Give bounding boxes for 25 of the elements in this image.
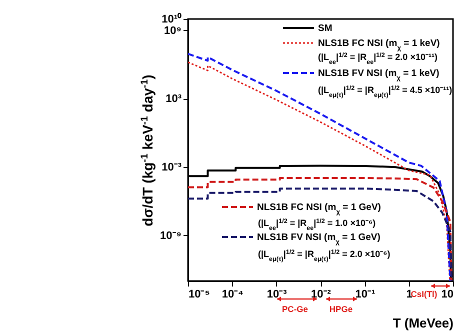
- y-tick-label: 10⁻³: [162, 162, 182, 174]
- y-tick-label: 10⁻⁹: [160, 230, 182, 242]
- legend-label: NLS1B FC NSI (m$_{χ}$ = 1 keV): [318, 38, 440, 52]
- y-tick-label: 10⁹: [164, 24, 182, 37]
- y-tick-label: 10¹⁰: [162, 12, 182, 26]
- text: HPGe: [329, 304, 353, 314]
- x-tick-label: 10: [441, 288, 454, 300]
- text: (|L$_{ee}$|$^{1/2}$ = |R$_{ee}$|$^{1/2}$ = 2.0 ×10⁻¹¹): [318, 52, 438, 66]
- legend-label: SM: [318, 23, 332, 34]
- text: (|L$_{eμ(τ)}$|$^{1/2}$ = |R$_{eμ(τ)}$|$^{1/2}$ = 4.5 ×10⁻¹¹): [318, 84, 452, 98]
- text: PC-Ge: [282, 304, 308, 314]
- x-tick-label: 1: [406, 288, 412, 300]
- legend-label: NLS1B FV NSI (m$_{χ}$ = 1 GeV): [257, 232, 380, 246]
- text: CsI(Tl): [410, 289, 438, 299]
- legend-label: NLS1B FC NSI (m$_{χ}$ = 1 GeV): [257, 202, 381, 216]
- text: (|L$_{eμ(τ)}$|$^{1/2}$ = |R$_{eμ(τ)}$|$^{1/2}$ = 2.0 ×10⁻⁶): [258, 248, 390, 262]
- x-tick-label: 10⁻¹: [355, 288, 376, 300]
- text: (|L$_{ee}$|$^{1/2}$ = |R$_{ee}$|$^{1/2}$ = 1.0 ×10⁻⁶): [258, 218, 376, 232]
- x-tick-label: 10⁻³: [266, 288, 288, 300]
- x-tick-label: 10⁻⁴: [222, 288, 244, 300]
- x-tick-label: 10⁻⁵: [188, 288, 210, 300]
- x-axis-title: T (MeVee): [392, 316, 454, 330]
- legend-label: NLS1B FV NSI (m$_{χ}$ = 1 keV): [318, 68, 440, 82]
- y-tick-label: 10³: [166, 93, 182, 106]
- x-tick-label: 10⁻²: [311, 288, 332, 300]
